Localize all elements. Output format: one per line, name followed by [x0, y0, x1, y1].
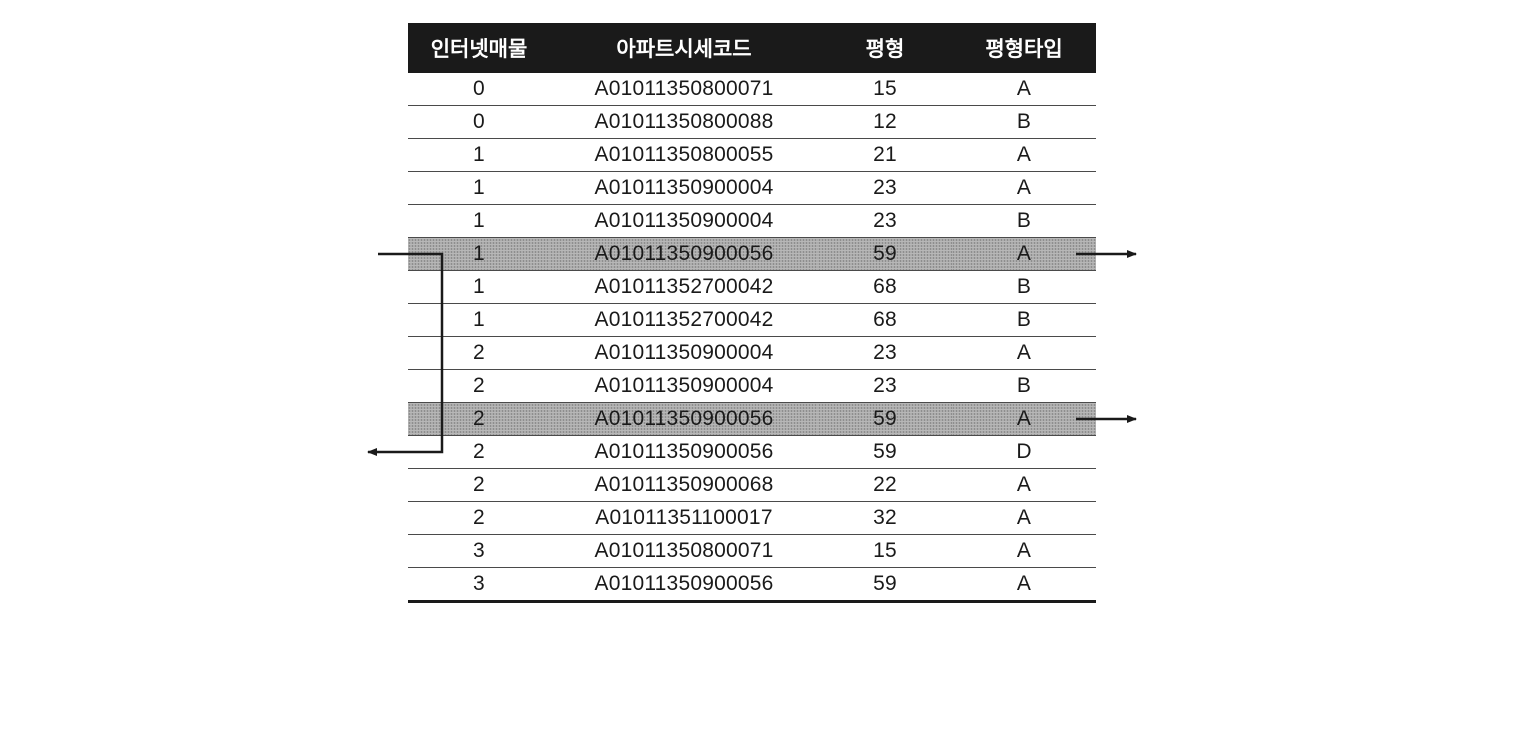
cell-internet-listing: 2: [408, 336, 550, 370]
cell-apartment-price-code: A01011351100017: [550, 501, 818, 535]
cell-area-type: A: [952, 73, 1096, 106]
cell-internet-listing: 1: [408, 303, 550, 337]
cell-area-size: 59: [818, 567, 952, 603]
cell-area-type: A: [952, 336, 1096, 370]
table-row: 1 A01011352700042 68 B: [408, 303, 1096, 337]
header-area-type: 평형타입: [952, 23, 1096, 73]
cell-internet-listing: 1: [408, 237, 550, 271]
cell-area-type: A: [952, 402, 1096, 436]
table-row: 2 A01011350900004 23 B: [408, 369, 1096, 403]
apartment-listing-table-container: 인터넷매물 아파트시세코드 평형 평형타입 0 A01011350800071 15…: [408, 23, 1096, 603]
cell-area-size: 23: [818, 336, 952, 370]
cell-area-type: A: [952, 138, 1096, 172]
table-row: 1 A01011350900004 23 A: [408, 171, 1096, 205]
cell-area-size: 12: [818, 105, 952, 139]
cell-area-size: 23: [818, 171, 952, 205]
cell-internet-listing: 1: [408, 138, 550, 172]
header-apartment-price-code: 아파트시세코드: [550, 23, 818, 73]
table-row: 1 A01011352700042 68 B: [408, 270, 1096, 304]
cell-apartment-price-code: A01011350900056: [550, 237, 818, 271]
cell-internet-listing: 3: [408, 567, 550, 603]
cell-internet-listing: 2: [408, 369, 550, 403]
cell-area-type: A: [952, 237, 1096, 271]
cell-internet-listing: 0: [408, 105, 550, 139]
table-row: 2 A01011350900004 23 A: [408, 336, 1096, 370]
cell-area-size: 59: [818, 402, 952, 436]
cell-apartment-price-code: A01011350900068: [550, 468, 818, 502]
cell-area-size: 59: [818, 237, 952, 271]
cell-internet-listing: 2: [408, 435, 550, 469]
table-row: 3 A01011350900056 59 A: [408, 567, 1096, 603]
cell-area-size: 59: [818, 435, 952, 469]
cell-internet-listing: 1: [408, 204, 550, 238]
cell-apartment-price-code: A01011350900056: [550, 567, 818, 603]
cell-internet-listing: 0: [408, 73, 550, 106]
cell-area-type: D: [952, 435, 1096, 469]
cell-apartment-price-code: A01011350900004: [550, 336, 818, 370]
cell-apartment-price-code: A01011350800088: [550, 105, 818, 139]
table-row: 1 A01011350800055 21 A: [408, 138, 1096, 172]
cell-area-type: B: [952, 369, 1096, 403]
cell-apartment-price-code: A01011352700042: [550, 270, 818, 304]
cell-area-size: 21: [818, 138, 952, 172]
cell-area-type: A: [952, 468, 1096, 502]
table-row-highlighted: 2 A01011350900056 59 A: [408, 402, 1096, 436]
cell-area-type: B: [952, 204, 1096, 238]
cell-apartment-price-code: A01011350800071: [550, 534, 818, 568]
table-row: 1 A01011350900004 23 B: [408, 204, 1096, 238]
cell-area-size: 15: [818, 73, 952, 106]
cell-apartment-price-code: A01011350900056: [550, 402, 818, 436]
apartment-listing-table: 인터넷매물 아파트시세코드 평형 평형타입 0 A01011350800071 15…: [408, 23, 1096, 603]
cell-area-type: B: [952, 105, 1096, 139]
cell-apartment-price-code: A01011350800071: [550, 73, 818, 106]
table-row: 2 A01011351100017 32 A: [408, 501, 1096, 535]
table-body: 0 A01011350800071 15 A 0 A01011350800088 12 B 1 A…: [408, 73, 1096, 603]
cell-apartment-price-code: A01011350900004: [550, 171, 818, 205]
cell-apartment-price-code: A01011350900004: [550, 369, 818, 403]
cell-area-type: B: [952, 270, 1096, 304]
cell-area-size: 23: [818, 204, 952, 238]
cell-area-size: 68: [818, 303, 952, 337]
cell-area-type: A: [952, 171, 1096, 205]
table-row: 0 A01011350800088 12 B: [408, 105, 1096, 139]
cell-internet-listing: 2: [408, 468, 550, 502]
table-row: 2 A01011350900056 59 D: [408, 435, 1096, 469]
table-row: 3 A01011350800071 15 A: [408, 534, 1096, 568]
cell-internet-listing: 2: [408, 501, 550, 535]
table-header: 인터넷매물 아파트시세코드 평형 평형타입: [408, 23, 1096, 73]
table-row: 0 A01011350800071 15 A: [408, 73, 1096, 106]
cell-internet-listing: 2: [408, 402, 550, 436]
cell-area-type: A: [952, 534, 1096, 568]
table-row: 2 A01011350900068 22 A: [408, 468, 1096, 502]
cell-area-type: B: [952, 303, 1096, 337]
cell-area-size: 15: [818, 534, 952, 568]
cell-area-size: 23: [818, 369, 952, 403]
cell-area-size: 32: [818, 501, 952, 535]
header-area-size: 평형: [818, 23, 952, 73]
table-header-row: 인터넷매물 아파트시세코드 평형 평형타입: [408, 23, 1096, 73]
header-internet-listing: 인터넷매물: [408, 23, 550, 73]
cell-internet-listing: 1: [408, 270, 550, 304]
table-row-highlighted: 1 A01011350900056 59 A: [408, 237, 1096, 271]
cell-apartment-price-code: A01011352700042: [550, 303, 818, 337]
cell-area-size: 22: [818, 468, 952, 502]
cell-area-size: 68: [818, 270, 952, 304]
cell-internet-listing: 1: [408, 171, 550, 205]
cell-apartment-price-code: A01011350900056: [550, 435, 818, 469]
cell-internet-listing: 3: [408, 534, 550, 568]
cell-area-type: A: [952, 501, 1096, 535]
cell-area-type: A: [952, 567, 1096, 603]
cell-apartment-price-code: A01011350900004: [550, 204, 818, 238]
cell-apartment-price-code: A01011350800055: [550, 138, 818, 172]
